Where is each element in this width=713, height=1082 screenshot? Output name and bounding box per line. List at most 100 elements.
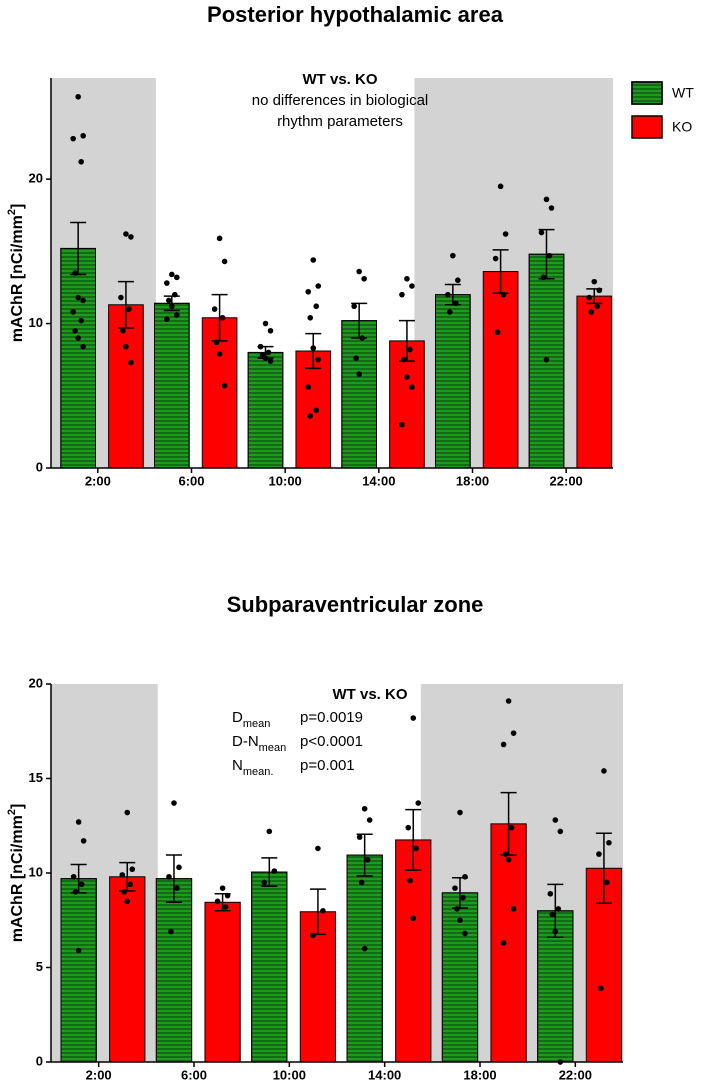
data-point [219, 314, 226, 321]
data-point [361, 275, 367, 282]
bar-hatch [251, 871, 288, 1063]
data-point [604, 879, 610, 886]
bar [299, 911, 337, 1063]
data-point [356, 268, 362, 275]
data-point [315, 845, 321, 852]
bar [295, 350, 332, 469]
data-point [313, 303, 320, 310]
y-tick-label: 0 [36, 1053, 43, 1068]
data-point [305, 384, 312, 390]
data-point [505, 856, 512, 863]
bar-hatch [346, 854, 383, 1063]
y-tick-label: 0 [36, 459, 43, 474]
data-point [320, 908, 326, 914]
bar [204, 901, 241, 1063]
x-tick-label: 18:00 [463, 1067, 496, 1082]
data-point [540, 274, 547, 281]
data-point [497, 183, 504, 190]
data-point [271, 868, 278, 874]
data-point [407, 346, 413, 353]
data-point [543, 356, 550, 363]
data-point [80, 343, 86, 350]
data-point [211, 306, 218, 312]
data-point [502, 231, 509, 237]
data-point [267, 358, 274, 364]
data-point [543, 196, 550, 203]
stat-label: D [232, 709, 243, 726]
annotation-line: rhythm parameters [277, 113, 403, 130]
data-point [548, 205, 555, 211]
data-point [586, 294, 593, 301]
data-point [508, 824, 515, 831]
data-point [546, 252, 553, 259]
data-point [510, 906, 517, 912]
data-point [356, 371, 362, 377]
data-point [305, 288, 312, 295]
legend-label: KO [672, 119, 692, 135]
bar-hatch [60, 247, 96, 469]
data-point [401, 356, 407, 363]
data-point [598, 985, 604, 992]
x-tick-label: 6:00 [178, 473, 204, 488]
data-point [399, 291, 405, 298]
data-point [353, 355, 359, 362]
y-tick-label: 10 [29, 315, 43, 330]
stat-p: p<0.0001 [300, 733, 363, 750]
bar [201, 317, 238, 469]
data-point [221, 382, 228, 389]
data-point [409, 384, 415, 390]
data-point [70, 135, 76, 142]
y-tick-label: 15 [29, 770, 43, 785]
data-point [410, 715, 417, 721]
data-point [399, 421, 405, 428]
data-point [310, 257, 317, 263]
data-point [265, 349, 272, 356]
data-point [594, 303, 601, 310]
legend-swatch [631, 115, 663, 139]
bar [482, 271, 519, 469]
data-point [128, 359, 134, 366]
y-label-text: mAChR [nCi/mm [9, 815, 26, 942]
data-point [601, 768, 607, 774]
stat-sub: mean [259, 742, 287, 754]
data-point [168, 928, 174, 935]
data-point [552, 928, 559, 935]
data-point [164, 316, 170, 323]
data-point [415, 800, 422, 806]
data-point [445, 291, 451, 298]
data-point [124, 809, 131, 816]
data-point [78, 317, 84, 324]
data-point [123, 343, 129, 350]
data-point [216, 235, 223, 242]
data-point [72, 270, 78, 276]
data-point [176, 864, 182, 871]
data-point [222, 904, 229, 910]
chart-title: Subparaventricular zone [227, 592, 484, 617]
data-point [257, 343, 264, 350]
data-point [351, 303, 357, 310]
data-point [407, 877, 414, 884]
data-point [164, 280, 170, 286]
stat-p: p=0.0019 [300, 709, 363, 726]
data-point [70, 309, 76, 315]
y-tick-label: 20 [29, 171, 43, 186]
bar-hatch [247, 351, 284, 469]
data-point [307, 314, 314, 321]
data-point [221, 258, 228, 265]
data-point [172, 291, 178, 298]
data-point [75, 947, 82, 954]
data-point [555, 906, 562, 912]
x-tick-label: 14:00 [368, 1067, 401, 1082]
data-point [262, 355, 269, 362]
data-point [413, 845, 420, 852]
x-tick-label: 14:00 [362, 473, 395, 488]
data-point [591, 278, 598, 285]
data-point [557, 828, 564, 835]
x-tick-label: 22:00 [559, 1067, 592, 1082]
annotation-title: WT vs. KO [302, 71, 377, 88]
data-point [410, 915, 417, 922]
data-point [267, 327, 274, 334]
data-point [123, 231, 129, 237]
bar [490, 823, 527, 1063]
data-point [462, 930, 468, 937]
